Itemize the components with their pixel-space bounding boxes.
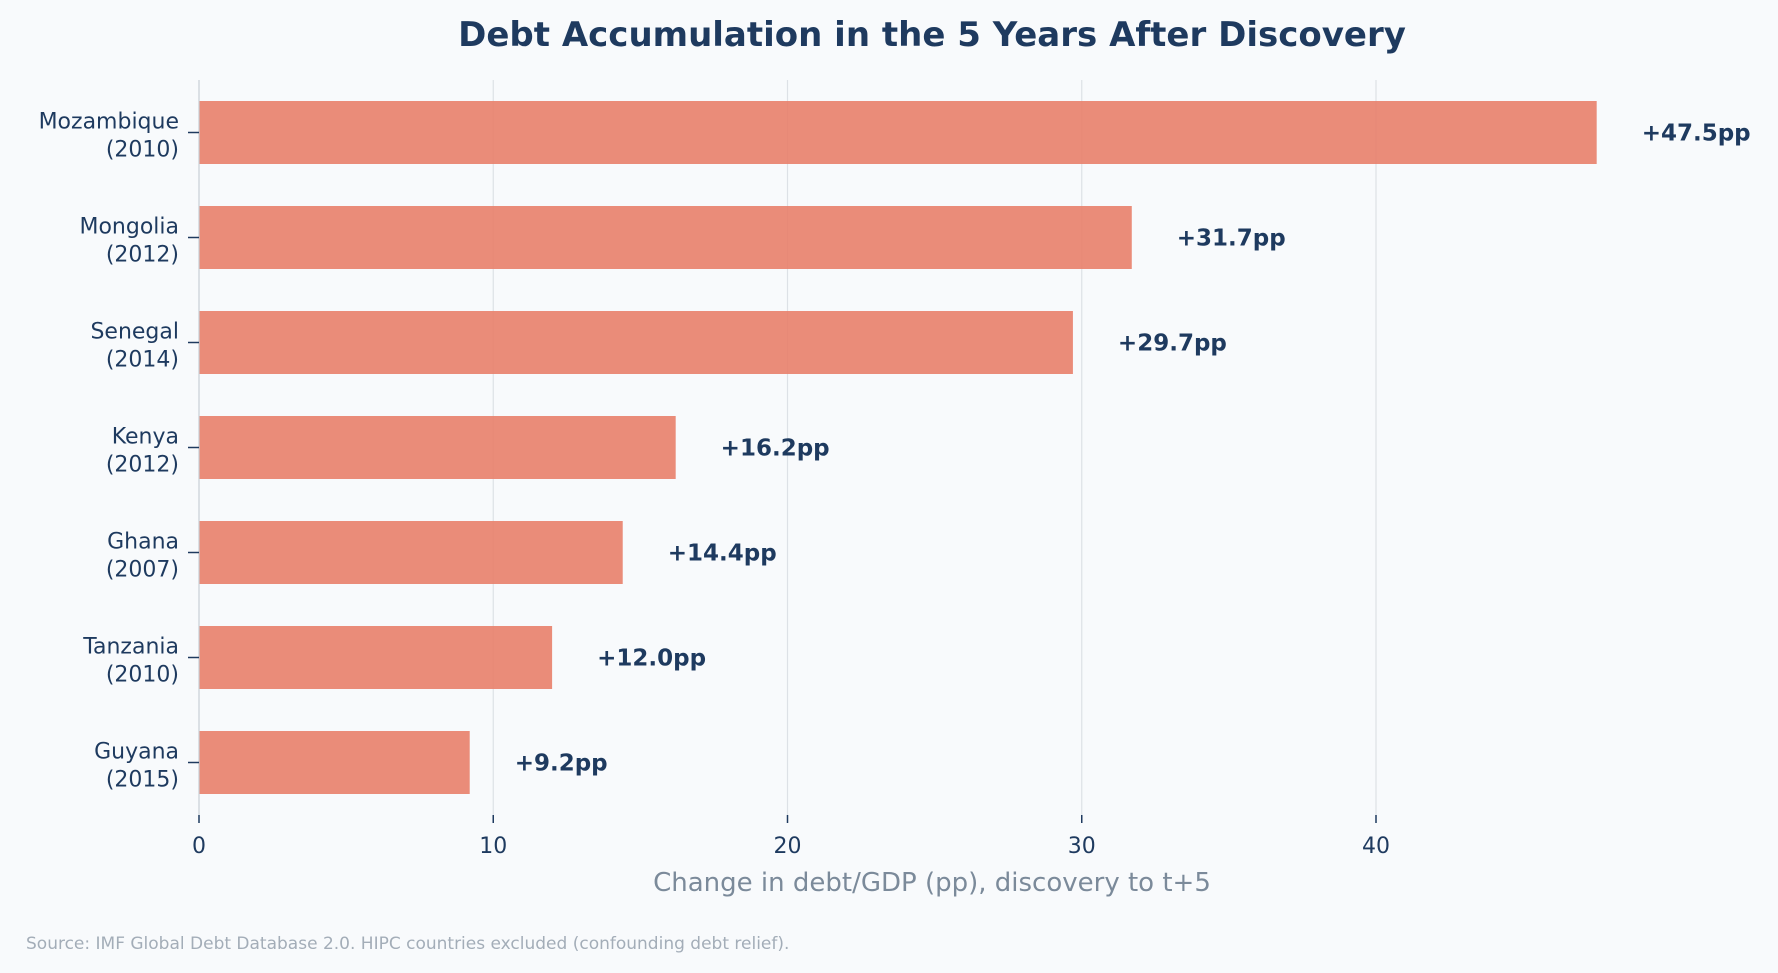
bar — [199, 416, 676, 479]
data-label: +14.4pp — [668, 541, 777, 567]
y-tick-label-year: (2014) — [106, 348, 179, 373]
y-tick-label-country: Kenya — [112, 425, 179, 450]
chart-title: Debt Accumulation in the 5 Years After D… — [458, 15, 1406, 55]
data-label: +29.7pp — [1118, 331, 1227, 357]
source-note: Source: IMF Global Debt Database 2.0. HI… — [26, 934, 789, 954]
y-tick-label-year: (2015) — [106, 768, 179, 793]
y-tick-label-year: (2010) — [106, 138, 179, 163]
bar — [199, 521, 623, 584]
y-tick-label-year: (2007) — [106, 558, 179, 583]
y-tick-label-year: (2012) — [106, 453, 179, 478]
x-tick-label: 20 — [774, 834, 802, 859]
bar — [199, 311, 1073, 374]
bar — [199, 206, 1132, 269]
y-tick-label-country: Ghana — [107, 530, 179, 555]
bar — [199, 731, 470, 794]
bars — [199, 101, 1597, 794]
bar — [199, 101, 1597, 164]
y-tick-label-country: Tanzania — [82, 635, 179, 660]
bar — [199, 626, 553, 689]
data-label: +31.7pp — [1177, 226, 1286, 252]
y-tick-label-country: Mozambique — [39, 110, 179, 135]
axes: 0 10 20 30 40 — [188, 80, 1390, 859]
data-label: +16.2pp — [721, 436, 830, 462]
data-label: +47.5pp — [1642, 121, 1751, 147]
y-tick-label-year: (2012) — [106, 243, 179, 268]
y-tick-label-country: Senegal — [90, 320, 179, 345]
x-tick-label: 0 — [192, 834, 206, 859]
data-label: +12.0pp — [597, 646, 706, 672]
data-label: +9.2pp — [515, 751, 608, 777]
x-tick-label: 10 — [479, 834, 507, 859]
y-tick-label-year: (2010) — [106, 663, 179, 688]
x-tick-label: 30 — [1068, 834, 1096, 859]
y-tick-label-country: Guyana — [94, 740, 179, 765]
x-axis-label: Change in debt/GDP (pp), discovery to t+… — [653, 868, 1211, 898]
x-tick-label: 40 — [1362, 834, 1390, 859]
y-tick-label-country: Mongolia — [79, 215, 179, 240]
labels: Mozambique (2010) +47.5pp Mongolia (2012) +31… — [39, 110, 1751, 793]
